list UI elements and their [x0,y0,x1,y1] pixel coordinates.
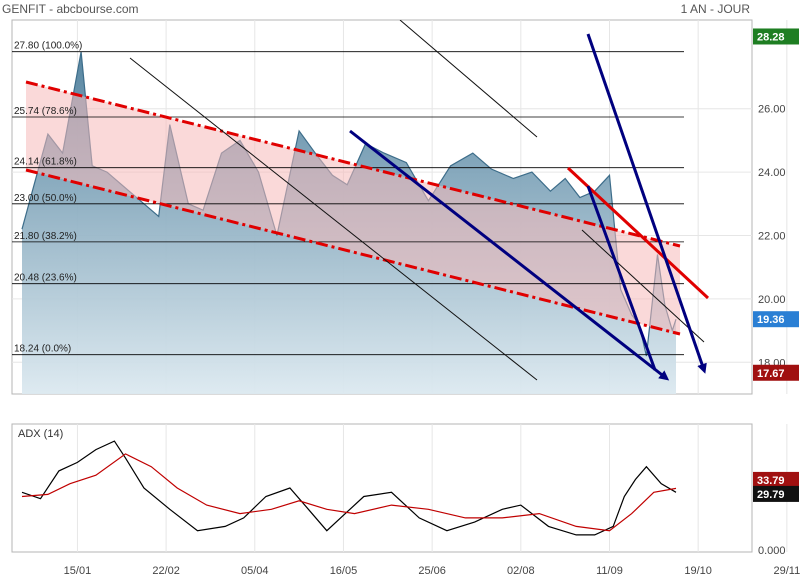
adx-panel: ADX (14) 0.000 33.79 29.79 [11,423,799,557]
x-tick-label: 16/05 [330,565,358,577]
x-tick-label: 25/06 [418,565,446,577]
adx-moving-average [21,453,677,532]
price-badge: 17.67 [757,368,785,380]
price-badge-bg [753,311,799,328]
x-axis: 15/01 22/02 05/04 16/05 25/06 02/08 11/09 19/10… [64,565,800,577]
fib-level-label: 24.14 (61.8%) [14,157,77,168]
y-tick-label: 26.00 [758,104,786,116]
y-tick-label: 24.00 [758,167,786,179]
adx-badges: 33.79 29.79 [753,471,799,502]
x-tick-label: 05/04 [241,565,269,577]
fib-level-label: 27.80 (100.0%) [14,41,82,52]
adx-badge: 29.79 [757,489,785,501]
channel-lower-line [25,168,681,336]
navy-trendline-1 [349,129,670,381]
y-tick-label: 20.00 [758,294,786,306]
x-tick-label: 19/10 [684,565,712,577]
thin-trendline-2 [399,20,538,138]
fibonacci-levels: 27.80 (100.0%) 25.74 (78.6%) 24.14 (61.8%)… [12,41,684,356]
adx-badge: 33.79 [757,475,785,487]
header-period: 1 AN - JOUR [681,2,751,16]
adx-badge-bg [753,471,799,488]
fib-level-label: 20.48 (23.6%) [14,273,77,284]
x-tick-label: 11/09 [596,565,623,577]
x-tick-label: 29/11 [773,565,800,577]
adx-y-tick-label: 0.000 [758,545,786,557]
navy-trendline-3 [586,33,707,374]
price-badges: 28.28 19.36 17.67 [753,28,799,381]
header-title: GENFIT - abcbourse.com [2,2,139,16]
x-tick-label: 02/08 [507,565,535,577]
fib-level-label: 25.74 (78.6%) [14,106,77,117]
adx-panel-frame [11,423,753,553]
adx-y-axis: 0.000 [758,545,786,557]
adx-line [21,440,677,536]
x-tick-label: 15/01 [64,565,92,577]
fib-level-label: 23.00 (50.0%) [14,193,77,204]
navy-trendline-2 [586,185,657,371]
channel-upper-line [25,80,681,248]
price-badge: 28.28 [757,31,785,43]
price-badge: 19.36 [757,314,785,326]
thin-trendline-1 [129,57,538,381]
x-tick-label: 22/02 [152,565,180,577]
price-panel: 27.80 (100.0%) 25.74 (78.6%) 24.14 (61.8%)… [11,19,799,395]
thin-trendline-3 [581,229,705,343]
price-badge-bg [753,364,799,381]
adx-badge-bg [753,485,799,502]
price-badge-bg [753,28,799,45]
fib-level-label: 21.80 (38.2%) [14,231,77,242]
red-short-trendline [566,166,710,300]
downtrend-channel-fill [26,82,680,334]
adx-title: ADX (14) [18,428,63,440]
y-tick-label: 22.00 [758,231,786,243]
fib-level-label: 18.24 (0.0%) [14,344,71,355]
